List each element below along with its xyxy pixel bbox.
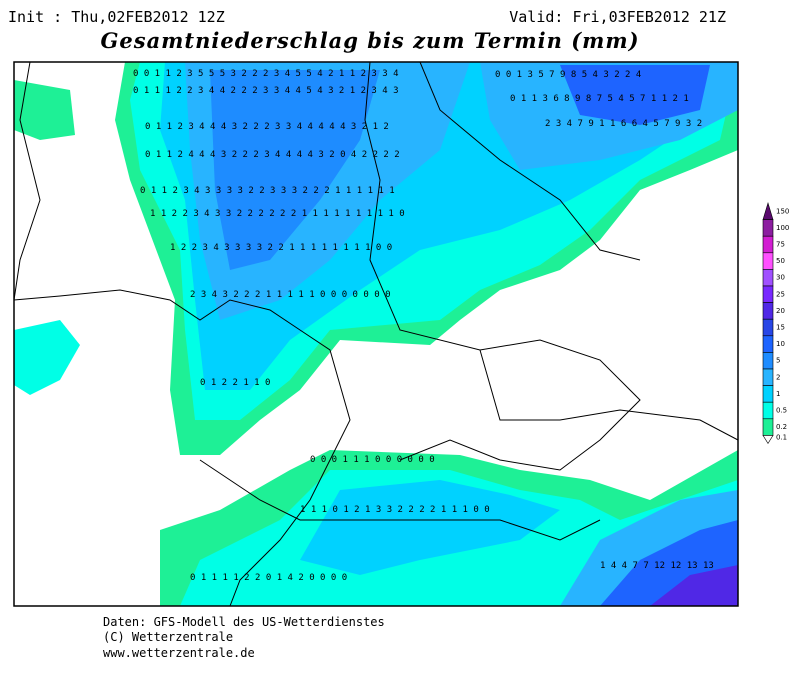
legend-swatch xyxy=(762,201,774,220)
grid-value-row: 1 1 1 0 1 2 1 3 3 2 2 2 2 1 1 1 0 0 xyxy=(300,505,490,515)
legend-swatch xyxy=(762,219,774,237)
footer-url: www.wetterzentrale.de xyxy=(103,646,255,660)
legend-label: 0.2 xyxy=(776,423,787,431)
legend-swatch xyxy=(762,318,774,337)
legend-label: 100 xyxy=(776,224,789,232)
legend-label: 50 xyxy=(776,257,785,265)
grid-value-row: 0 1 1 2 3 4 4 4 3 2 2 2 3 3 4 4 4 4 4 3 … xyxy=(145,122,389,132)
legend-label: 2 xyxy=(776,373,780,381)
legend-swatch xyxy=(762,285,774,303)
legend-swatch xyxy=(762,269,774,287)
legend-swatch xyxy=(762,335,774,353)
grid-value-row: 0 0 1 1 2 3 5 5 5 3 2 2 2 3 4 5 5 4 2 1 … xyxy=(133,69,399,79)
legend-swatch xyxy=(762,302,774,320)
legend-swatch xyxy=(762,418,774,436)
legend-label: 15 xyxy=(776,324,785,332)
valid-label: Valid: Fri,03FEB2012 21Z xyxy=(509,8,726,26)
legend-swatch xyxy=(762,368,774,386)
grid-value-row: 0 1 2 2 1 1 0 xyxy=(200,378,270,388)
grid-value-row: 1 2 2 3 4 3 3 3 3 2 2 1 1 1 1 1 1 1 1 0 … xyxy=(170,243,392,253)
init-label: Init : Thu,02FEB2012 12Z xyxy=(8,8,225,26)
grid-value-row: 2 3 4 7 9 1 1 6 6 4 5 7 9 3 2 xyxy=(545,119,702,129)
map-frame xyxy=(13,61,739,607)
grid-value-row: 0 1 1 3 6 8 9 8 7 5 4 5 7 1 1 2 1 xyxy=(510,94,689,104)
grid-value-row: 0 1 1 2 4 4 4 3 2 2 2 3 4 4 4 4 3 2 0 4 … xyxy=(145,150,400,160)
legend-label: 10 xyxy=(776,340,785,348)
grid-value-row: 0 1 1 1 1 2 2 0 1 4 2 0 0 0 0 xyxy=(190,573,347,583)
legend-label: 0.1 xyxy=(776,433,787,441)
legend-label: 20 xyxy=(776,307,785,315)
legend-label: 1 xyxy=(776,390,780,398)
legend-swatch xyxy=(762,385,774,403)
legend-label: 30 xyxy=(776,274,785,282)
legend-label: 150 xyxy=(776,207,789,215)
footer-source: Daten: GFS-Modell des US-Wetterdienstes xyxy=(103,615,385,629)
grid-value-row: 0 1 1 1 2 2 3 4 4 2 2 2 3 3 4 4 5 4 3 2 … xyxy=(133,86,399,96)
map-area xyxy=(13,61,739,607)
legend-swatch xyxy=(762,435,774,444)
legend-swatch xyxy=(762,252,774,270)
legend-label: 25 xyxy=(776,290,785,298)
legend-label: 0.5 xyxy=(776,407,787,415)
grid-value-row: 1 4 4 7 7 12 12 13 13 xyxy=(600,561,714,571)
grid-value-row: 2 3 4 3 2 2 2 1 1 1 1 1 0 0 0 0 0 0 0 xyxy=(190,290,390,300)
legend-label: 5 xyxy=(776,357,780,365)
map-title: Gesamtniederschlag bis zum Termin (mm) xyxy=(100,28,639,53)
grid-value-row: 0 0 1 3 5 7 9 8 5 4 3 2 2 4 xyxy=(495,70,641,80)
footer-copyright: (C) Wetterzentrale xyxy=(103,630,233,644)
grid-value-row: 1 1 2 2 3 4 3 3 2 2 2 2 2 2 1 1 1 1 1 1 … xyxy=(150,209,405,219)
grid-value-row: 0 0 0 1 1 1 0 0 0 0 0 0 xyxy=(310,455,435,465)
legend-swatch xyxy=(762,235,774,254)
legend-label: 75 xyxy=(776,241,785,249)
precip-fields xyxy=(14,62,738,606)
grid-value-row: 0 1 1 2 3 4 3 3 3 3 2 2 3 3 3 2 2 2 1 1 … xyxy=(140,186,395,196)
legend-swatch xyxy=(762,401,774,420)
legend-swatch xyxy=(762,352,774,370)
